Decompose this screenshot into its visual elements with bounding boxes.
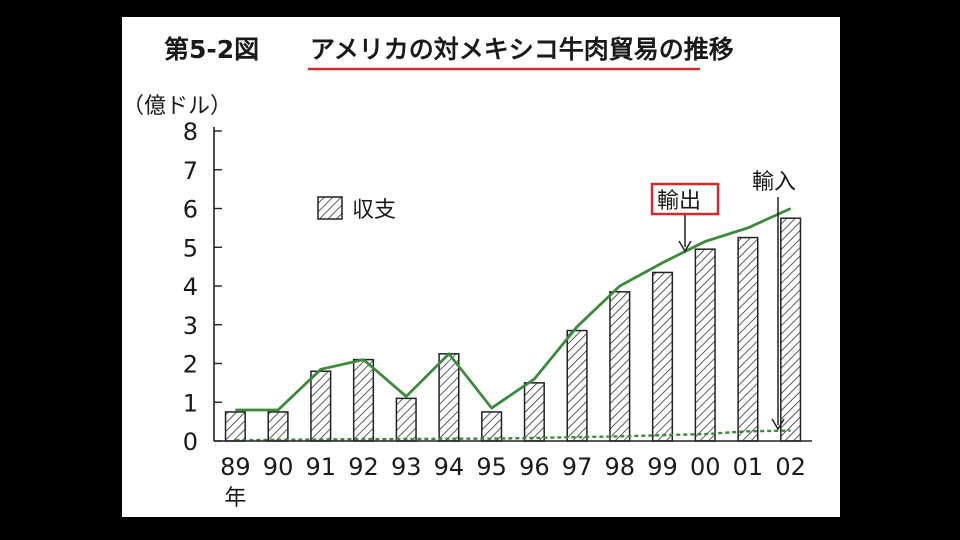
- bar-balance: [267, 411, 289, 442]
- annotation-import: 輸入: [752, 170, 796, 431]
- bar-balance: [609, 291, 631, 442]
- bar-balance: [694, 248, 716, 442]
- bar-balance: [352, 358, 375, 442]
- bar-balance: [523, 382, 545, 442]
- x-tick-label: 89: [220, 453, 251, 481]
- legend-label-balance: 収支: [352, 198, 396, 223]
- y-tick-label: 7: [183, 157, 198, 185]
- y-tick-label: 8: [183, 118, 198, 146]
- y-tick-label: 2: [183, 351, 198, 379]
- line-import: [235, 429, 791, 442]
- import-arrow-head: [771, 418, 785, 431]
- y-tick-label: 1: [183, 389, 198, 417]
- bars-layer: [224, 217, 802, 442]
- y-tick-label: 3: [183, 312, 198, 340]
- export-arrow-head: [678, 240, 692, 253]
- bar-balance: [395, 397, 417, 442]
- bar-balance: [566, 329, 588, 442]
- y-tick-label: 6: [183, 196, 198, 224]
- bar-balance: [780, 217, 802, 442]
- y-tick-label: 4: [183, 273, 198, 301]
- legend: 収支: [317, 196, 396, 223]
- y-tick-label: 5: [183, 234, 198, 262]
- chart-svg: 第5-2図 アメリカの対メキシコ牛肉貿易の推移 （億ドル） 0123456788…: [122, 35, 812, 511]
- export-highlight-box: [650, 182, 720, 216]
- bar-balance: [481, 411, 503, 442]
- lines-layer: [235, 207, 792, 442]
- x-tick-label: 91: [306, 453, 337, 481]
- bar-balance: [224, 411, 246, 442]
- x-tick-label: 97: [562, 453, 593, 481]
- x-tick-label: 99: [647, 453, 678, 481]
- legend-swatch: [317, 196, 343, 220]
- chart-title: アメリカの対メキシコ牛肉貿易の推移: [310, 35, 734, 64]
- bar-balance: [310, 370, 332, 442]
- x-tick-label: 02: [775, 453, 806, 481]
- annotation-export: 輸出: [650, 182, 720, 253]
- line-export: [235, 207, 792, 412]
- y-axis-label: （億ドル）: [122, 94, 232, 119]
- x-axis-label: 年: [224, 486, 246, 511]
- x-tick-label: 93: [391, 453, 422, 481]
- export-label: 輸出: [657, 189, 701, 214]
- x-tick-label: 00: [690, 453, 721, 481]
- import-label: 輸入: [752, 170, 796, 195]
- x-tick-label: 01: [733, 453, 764, 481]
- x-tick-label: 94: [434, 453, 465, 481]
- x-tick-label: 98: [605, 453, 636, 481]
- bar-balance: [438, 353, 460, 442]
- x-tick-label: 96: [519, 453, 550, 481]
- y-tick-label: 0: [183, 428, 198, 456]
- x-tick-label: 90: [263, 453, 294, 481]
- bar-balance: [651, 271, 674, 442]
- x-tick-label: 92: [348, 453, 379, 481]
- bar-balance: [737, 236, 759, 442]
- chart-title-prefix: 第5-2図: [164, 35, 259, 64]
- x-tick-label: 95: [476, 453, 507, 481]
